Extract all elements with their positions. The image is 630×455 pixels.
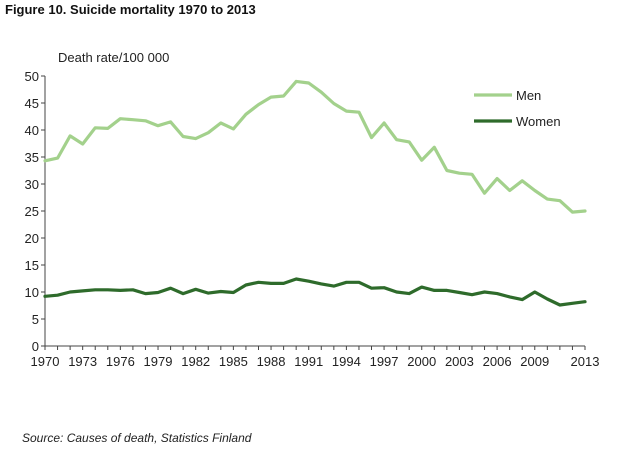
y-tick-label: 20 — [25, 231, 39, 246]
y-axis-ticks: 0 5 10 15 20 25 30 35 40 45 50 — [25, 69, 45, 354]
x-tick-label: 1991 — [294, 354, 323, 369]
y-tick-label: 45 — [25, 96, 39, 111]
series-line-women — [43, 277, 587, 307]
x-axis-ticks: 1970 1973 1976 1979 1982 1985 1988 1991 1994 1997… — [31, 346, 600, 369]
legend-label-women: Women — [516, 114, 561, 129]
figure-title: Figure 10. Suicide mortality 1970 to 201… — [5, 2, 256, 17]
x-tick-label: 2009 — [520, 354, 549, 369]
legend: Men Women — [474, 88, 561, 129]
source-note: Source: Causes of death, Statistics Finl… — [22, 431, 252, 445]
x-tick-label: 1970 — [31, 354, 60, 369]
x-tick-label: 1985 — [219, 354, 248, 369]
axes — [44, 76, 585, 347]
y-tick-label: 10 — [25, 285, 39, 300]
line-chart: Death rate/100 000 05101520253035404550 … — [25, 50, 600, 369]
x-tick-label: 2000 — [407, 354, 436, 369]
x-tick-label: 2006 — [483, 354, 512, 369]
y-tick-label: 40 — [25, 123, 39, 138]
x-tick-label: 1994 — [332, 354, 361, 369]
y-tick-label: 15 — [25, 258, 39, 273]
x-tick-label: 1979 — [144, 354, 173, 369]
y-tick-label: 25 — [25, 204, 39, 219]
x-tick-label: 1988 — [257, 354, 286, 369]
y-axis-label: Death rate/100 000 — [58, 50, 169, 65]
y-tick-label: 0 — [32, 339, 39, 354]
series-line-men — [43, 79, 587, 214]
y-tick-label: 30 — [25, 177, 39, 192]
y-tick-label: 35 — [25, 150, 39, 165]
x-tick-label: 2003 — [445, 354, 474, 369]
series-lines — [43, 79, 587, 307]
legend-label-men: Men — [516, 88, 541, 103]
x-tick-label: 2013 — [571, 354, 600, 369]
x-tick-label: 1976 — [106, 354, 135, 369]
y-tick-label: 5 — [32, 312, 39, 327]
x-tick-label: 1997 — [370, 354, 399, 369]
y-tick-label: 50 — [25, 69, 39, 84]
x-tick-label: 1982 — [181, 354, 210, 369]
x-tick-label: 1973 — [68, 354, 97, 369]
